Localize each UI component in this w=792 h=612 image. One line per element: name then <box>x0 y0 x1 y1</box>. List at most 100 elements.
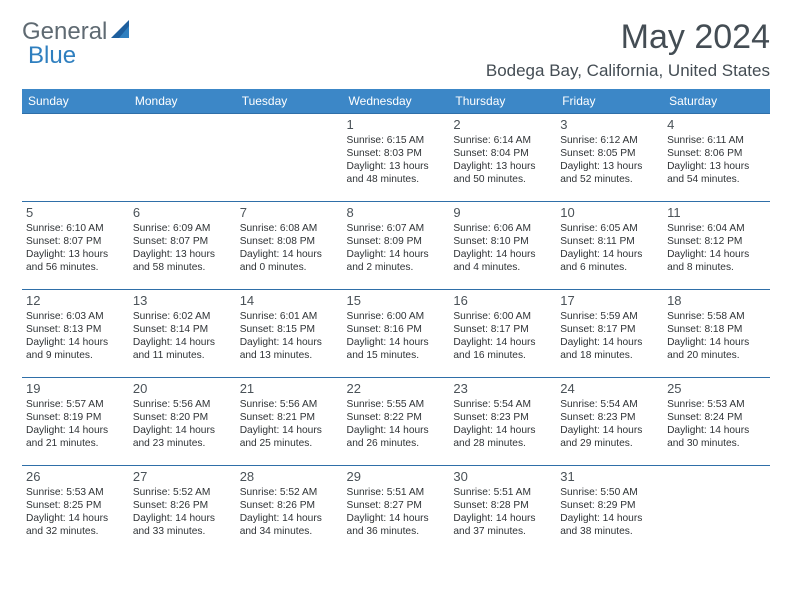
day-number: 11 <box>667 205 766 220</box>
weekday-header: Monday <box>129 89 236 114</box>
calendar-cell <box>663 466 770 554</box>
day-number: 5 <box>26 205 125 220</box>
calendar-cell: 31 Sunrise: 5:50 AMSunset: 8:29 PMDayligh… <box>556 466 663 554</box>
weekday-header: Friday <box>556 89 663 114</box>
day-number: 22 <box>347 381 446 396</box>
calendar-cell: 17 Sunrise: 5:59 AMSunset: 8:17 PMDayligh… <box>556 290 663 378</box>
day-number: 25 <box>667 381 766 396</box>
day-info: Sunrise: 5:56 AMSunset: 8:20 PMDaylight:… <box>133 398 232 450</box>
day-info: Sunrise: 5:54 AMSunset: 8:23 PMDaylight:… <box>453 398 552 450</box>
weekday-header: Thursday <box>449 89 556 114</box>
calendar-cell: 3 Sunrise: 6:12 AMSunset: 8:05 PMDaylight… <box>556 114 663 202</box>
calendar-cell: 14 Sunrise: 6:01 AMSunset: 8:15 PMDayligh… <box>236 290 343 378</box>
calendar-cell: 22 Sunrise: 5:55 AMSunset: 8:22 PMDayligh… <box>343 378 450 466</box>
day-number: 29 <box>347 469 446 484</box>
day-info: Sunrise: 6:10 AMSunset: 8:07 PMDaylight:… <box>26 222 125 274</box>
day-number: 13 <box>133 293 232 308</box>
calendar-cell: 4 Sunrise: 6:11 AMSunset: 8:06 PMDaylight… <box>663 114 770 202</box>
day-info: Sunrise: 5:59 AMSunset: 8:17 PMDaylight:… <box>560 310 659 362</box>
calendar-cell: 19 Sunrise: 5:57 AMSunset: 8:19 PMDayligh… <box>22 378 129 466</box>
day-number: 20 <box>133 381 232 396</box>
day-info: Sunrise: 5:58 AMSunset: 8:18 PMDaylight:… <box>667 310 766 362</box>
day-info: Sunrise: 5:53 AMSunset: 8:24 PMDaylight:… <box>667 398 766 450</box>
calendar-cell: 13 Sunrise: 6:02 AMSunset: 8:14 PMDayligh… <box>129 290 236 378</box>
day-info: Sunrise: 5:50 AMSunset: 8:29 PMDaylight:… <box>560 486 659 538</box>
page-title: May 2024 <box>621 18 770 57</box>
calendar-cell: 30Sunrise: 5:51 AMSunset: 8:28 PMDayligh… <box>449 466 556 554</box>
day-number: 30 <box>453 469 552 484</box>
day-number: 23 <box>453 381 552 396</box>
day-info: Sunrise: 6:06 AMSunset: 8:10 PMDaylight:… <box>453 222 552 274</box>
calendar-cell <box>129 114 236 202</box>
day-number: 31 <box>560 469 659 484</box>
day-number: 16 <box>453 293 552 308</box>
weekday-header: Saturday <box>663 89 770 114</box>
calendar-cell: 16 Sunrise: 6:00 AMSunset: 8:17 PMDayligh… <box>449 290 556 378</box>
day-info: Sunrise: 6:02 AMSunset: 8:14 PMDaylight:… <box>133 310 232 362</box>
day-info: Sunrise: 6:00 AMSunset: 8:16 PMDaylight:… <box>347 310 446 362</box>
calendar-cell: 10 Sunrise: 6:05 AMSunset: 8:11 PMDayligh… <box>556 202 663 290</box>
logo-sail-icon <box>111 20 133 45</box>
calendar-cell: 28 Sunrise: 5:52 AMSunset: 8:26 PMDayligh… <box>236 466 343 554</box>
day-info: Sunrise: 6:09 AMSunset: 8:07 PMDaylight:… <box>133 222 232 274</box>
day-number: 26 <box>26 469 125 484</box>
day-number: 17 <box>560 293 659 308</box>
calendar-cell: 23 Sunrise: 5:54 AMSunset: 8:23 PMDayligh… <box>449 378 556 466</box>
calendar-cell: 9 Sunrise: 6:06 AMSunset: 8:10 PMDaylight… <box>449 202 556 290</box>
day-info: Sunrise: 6:04 AMSunset: 8:12 PMDaylight:… <box>667 222 766 274</box>
day-number: 6 <box>133 205 232 220</box>
calendar-cell: 18 Sunrise: 5:58 AMSunset: 8:18 PMDayligh… <box>663 290 770 378</box>
day-info: Sunrise: 6:01 AMSunset: 8:15 PMDaylight:… <box>240 310 339 362</box>
day-info: Sunrise: 5:57 AMSunset: 8:19 PMDaylight:… <box>26 398 125 450</box>
day-info: Sunrise: 6:05 AMSunset: 8:11 PMDaylight:… <box>560 222 659 274</box>
day-number: 27 <box>133 469 232 484</box>
day-info: Sunrise: 5:54 AMSunset: 8:23 PMDaylight:… <box>560 398 659 450</box>
day-number: 8 <box>347 205 446 220</box>
weekday-header: Sunday <box>22 89 129 114</box>
day-number: 9 <box>453 205 552 220</box>
calendar-cell: 7 Sunrise: 6:08 AMSunset: 8:08 PMDaylight… <box>236 202 343 290</box>
day-number: 24 <box>560 381 659 396</box>
day-number: 1 <box>347 117 446 132</box>
calendar-cell: 8 Sunrise: 6:07 AMSunset: 8:09 PMDaylight… <box>343 202 450 290</box>
day-number: 12 <box>26 293 125 308</box>
day-info: Sunrise: 6:07 AMSunset: 8:09 PMDaylight:… <box>347 222 446 274</box>
calendar-cell: 1Sunrise: 6:15 AMSunset: 8:03 PMDaylight… <box>343 114 450 202</box>
calendar-cell: 5 Sunrise: 6:10 AMSunset: 8:07 PMDaylight… <box>22 202 129 290</box>
day-number: 4 <box>667 117 766 132</box>
day-info: Sunrise: 5:56 AMSunset: 8:21 PMDaylight:… <box>240 398 339 450</box>
calendar-cell: 25 Sunrise: 5:53 AMSunset: 8:24 PMDayligh… <box>663 378 770 466</box>
day-number: 19 <box>26 381 125 396</box>
day-info: Sunrise: 6:00 AMSunset: 8:17 PMDaylight:… <box>453 310 552 362</box>
day-info: Sunrise: 5:55 AMSunset: 8:22 PMDaylight:… <box>347 398 446 450</box>
weekday-header: Tuesday <box>236 89 343 114</box>
calendar-cell: 21Sunrise: 5:56 AMSunset: 8:21 PMDayligh… <box>236 378 343 466</box>
calendar-cell: 11 Sunrise: 6:04 AMSunset: 8:12 PMDayligh… <box>663 202 770 290</box>
calendar-cell: 27Sunrise: 5:52 AMSunset: 8:26 PMDayligh… <box>129 466 236 554</box>
day-number: 14 <box>240 293 339 308</box>
calendar-cell: 2 Sunrise: 6:14 AMSunset: 8:04 PMDaylight… <box>449 114 556 202</box>
day-number: 2 <box>453 117 552 132</box>
day-info: Sunrise: 6:08 AMSunset: 8:08 PMDaylight:… <box>240 222 339 274</box>
day-number: 28 <box>240 469 339 484</box>
day-info: Sunrise: 5:52 AMSunset: 8:26 PMDaylight:… <box>240 486 339 538</box>
calendar-cell: 20 Sunrise: 5:56 AMSunset: 8:20 PMDayligh… <box>129 378 236 466</box>
day-info: Sunrise: 6:03 AMSunset: 8:13 PMDaylight:… <box>26 310 125 362</box>
calendar-cell: 26 Sunrise: 5:53 AMSunset: 8:25 PMDayligh… <box>22 466 129 554</box>
calendar-cell: 29 Sunrise: 5:51 AMSunset: 8:27 PMDayligh… <box>343 466 450 554</box>
brand-part2: Blue <box>28 42 76 69</box>
day-info: Sunrise: 6:12 AMSunset: 8:05 PMDaylight:… <box>560 134 659 186</box>
calendar-cell: 24 Sunrise: 5:54 AMSunset: 8:23 PMDayligh… <box>556 378 663 466</box>
day-info: Sunrise: 5:53 AMSunset: 8:25 PMDaylight:… <box>26 486 125 538</box>
day-number: 3 <box>560 117 659 132</box>
day-number: 15 <box>347 293 446 308</box>
weekday-header: Wednesday <box>343 89 450 114</box>
calendar-cell: 6 Sunrise: 6:09 AMSunset: 8:07 PMDaylight… <box>129 202 236 290</box>
day-number: 18 <box>667 293 766 308</box>
day-info: Sunrise: 5:51 AMSunset: 8:27 PMDaylight:… <box>347 486 446 538</box>
calendar-cell: 12 Sunrise: 6:03 AMSunset: 8:13 PMDayligh… <box>22 290 129 378</box>
day-number: 10 <box>560 205 659 220</box>
day-info: Sunrise: 6:11 AMSunset: 8:06 PMDaylight:… <box>667 134 766 186</box>
day-number: 7 <box>240 205 339 220</box>
day-info: Sunrise: 6:14 AMSunset: 8:04 PMDaylight:… <box>453 134 552 186</box>
